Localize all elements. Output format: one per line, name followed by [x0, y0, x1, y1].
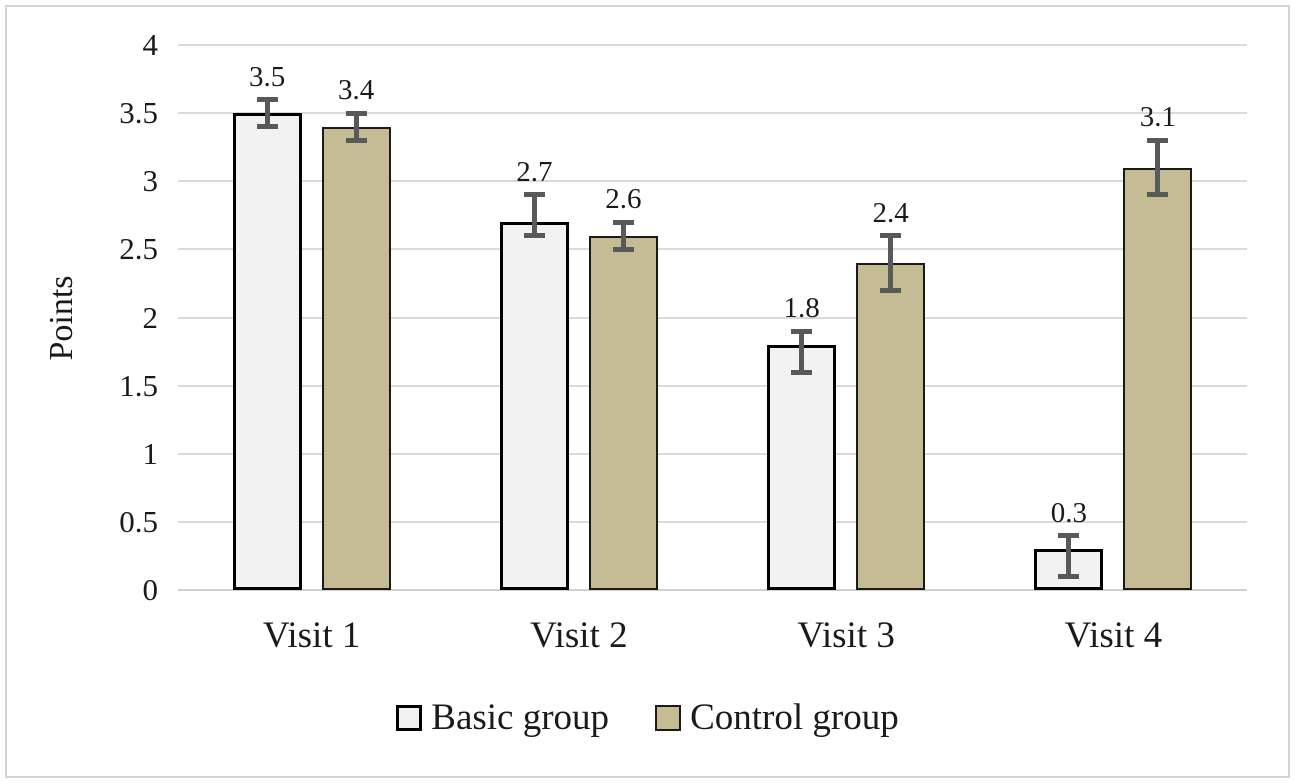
- x-axis-category-label: Visit 2: [530, 615, 628, 656]
- bar-basic-group-visit-3: [767, 344, 837, 590]
- error-bar: [799, 331, 805, 372]
- bar-control-group-visit-1: [321, 126, 391, 590]
- error-bar-cap: [345, 137, 367, 143]
- error-bar-cap: [256, 97, 278, 102]
- value-label: 3.5: [249, 60, 286, 93]
- bar-basic-group-visit-2: [499, 222, 569, 590]
- error-bar: [620, 222, 626, 250]
- error-bar-cap: [1058, 573, 1080, 579]
- value-label: 3.4: [338, 74, 375, 107]
- legend-label-control-group: Control group: [690, 697, 899, 738]
- y-axis-tick-label: 1.5: [119, 367, 158, 403]
- error-bar-cap: [523, 233, 545, 239]
- error-bar: [353, 113, 359, 141]
- x-axis-category-label: Visit 3: [797, 615, 895, 656]
- error-bar-cap: [880, 287, 902, 293]
- error-bar-cap: [345, 110, 367, 116]
- legend-item-basic-group: Basic group: [396, 698, 609, 738]
- bar-control-group-visit-3: [856, 263, 926, 590]
- gridline: [178, 316, 1247, 319]
- gridline: [178, 180, 1247, 183]
- error-bar-cap: [1147, 137, 1169, 143]
- gridline: [178, 384, 1247, 387]
- value-label: 2.4: [872, 196, 909, 229]
- error-bar-cap: [1147, 192, 1169, 198]
- bar-control-group-visit-4: [1123, 167, 1193, 590]
- error-bar-cap: [612, 246, 634, 252]
- error-bar: [1066, 535, 1072, 577]
- error-bar-cap: [523, 192, 545, 198]
- value-label: 0.3: [1050, 496, 1087, 529]
- bar-basic-group-visit-1: [232, 113, 302, 590]
- error-bar: [888, 235, 894, 291]
- gridline: [178, 44, 1247, 46]
- y-axis-tick-label: 2: [142, 299, 159, 335]
- y-axis-tick-label: 2.5: [119, 231, 158, 267]
- error-bar: [264, 99, 270, 127]
- error-bar: [1155, 140, 1161, 195]
- error-bar-cap: [256, 124, 278, 130]
- value-label: 1.8: [783, 292, 820, 325]
- bar-control-group-visit-2: [588, 235, 658, 590]
- legend: Basic group Control group: [0, 698, 1295, 738]
- gridline: [178, 248, 1247, 251]
- chart-frame: [5, 5, 1290, 778]
- legend-item-control-group: Control group: [655, 698, 899, 738]
- legend-label-basic-group: Basic group: [431, 697, 610, 738]
- y-axis-tick-label: 4: [142, 27, 159, 62]
- x-axis-line: [178, 589, 1247, 591]
- error-bar-cap: [880, 233, 902, 239]
- legend-swatch-control-group: [655, 705, 682, 731]
- value-label: 2.6: [605, 183, 642, 216]
- y-axis-tick-label: 3.5: [119, 95, 158, 131]
- y-axis-tick-label: 3: [142, 163, 159, 199]
- x-axis-category-label: Visit 1: [262, 615, 361, 656]
- error-bar-cap: [791, 369, 813, 375]
- gridline: [178, 520, 1247, 523]
- y-axis-tick-label: 0: [142, 572, 159, 607]
- error-bar-cap: [612, 219, 634, 225]
- y-axis-tick-label: 0.5: [119, 503, 158, 539]
- y-axis-tick-label: 1: [142, 435, 159, 471]
- gridline: [178, 452, 1247, 455]
- plot-area: 3.5 3.4 2.7 2.6 1.8 2.4 0.3 3.1: [178, 44, 1247, 591]
- x-axis-category-label: Visit 4: [1064, 615, 1163, 656]
- error-bar-cap: [791, 328, 813, 334]
- value-label: 3.1: [1139, 101, 1176, 134]
- legend-swatch-basic-group: [396, 705, 423, 731]
- error-bar-cap: [1058, 533, 1080, 538]
- error-bar: [531, 194, 537, 236]
- gridline: [178, 112, 1247, 115]
- value-label: 2.7: [516, 155, 553, 188]
